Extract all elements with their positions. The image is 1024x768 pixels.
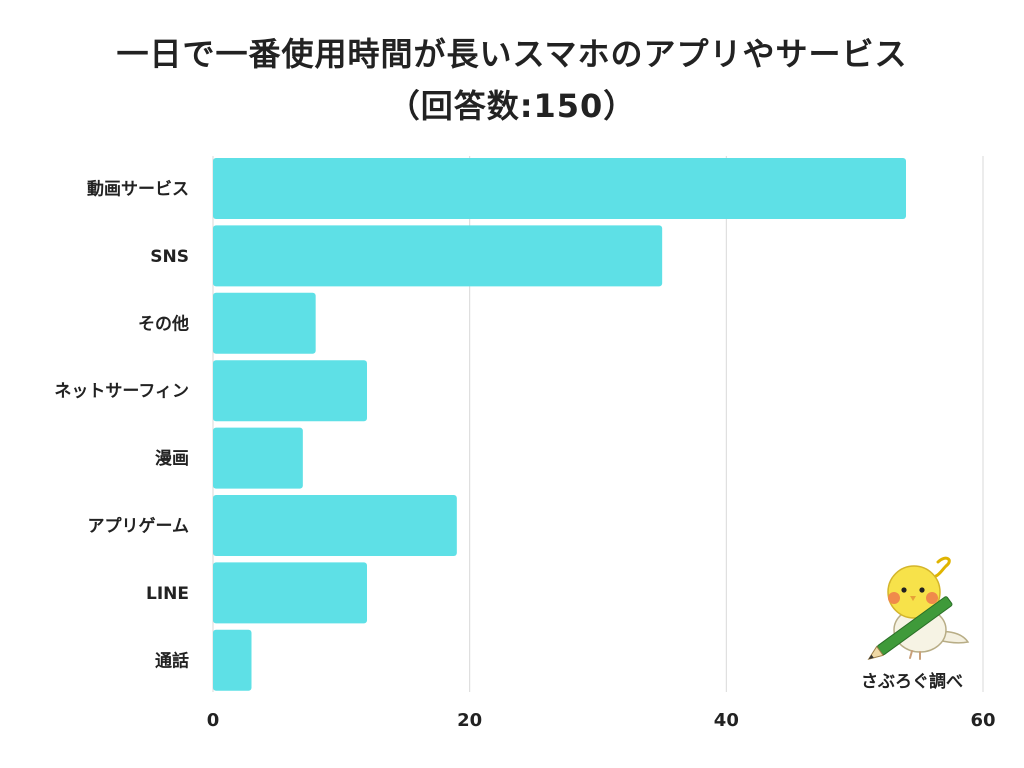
category-label-7: 通話 — [155, 650, 189, 671]
tick-label-40: 40 — [714, 710, 739, 731]
source-label: さぶろぐ調べ — [861, 672, 963, 692]
category-label-6: LINE — [146, 584, 189, 604]
tick-label-60: 60 — [970, 710, 995, 731]
tick-label-20: 20 — [457, 710, 482, 731]
bar-6 — [213, 562, 367, 624]
tick-label-0: 0 — [207, 710, 220, 731]
chart-title-line2: （回答数:150） — [387, 87, 637, 125]
bar-1 — [213, 225, 663, 287]
category-label-5: アプリゲーム — [88, 516, 190, 537]
category-label-4: 漫画 — [155, 448, 189, 469]
category-label-0: 動画サービス — [87, 179, 189, 200]
bar-5 — [213, 495, 457, 556]
bird-with-pencil-icon — [867, 556, 970, 660]
bar-7 — [213, 629, 252, 691]
bar-3 — [213, 360, 367, 422]
chart-title-line1: 一日で一番使用時間が長いスマホのアプリやサービス — [116, 35, 908, 73]
bar-0 — [213, 158, 906, 219]
category-label-2: その他 — [138, 313, 189, 334]
source-badge: さぶろぐ調べ — [842, 552, 982, 700]
category-label-3: ネットサーフィン — [54, 382, 189, 402]
category-label-1: SNS — [150, 247, 189, 267]
chart-title: 一日で一番使用時間が長いスマホのアプリやサービス （回答数:150） — [0, 28, 1024, 132]
bar-4 — [213, 427, 303, 489]
bar-2 — [213, 292, 316, 354]
